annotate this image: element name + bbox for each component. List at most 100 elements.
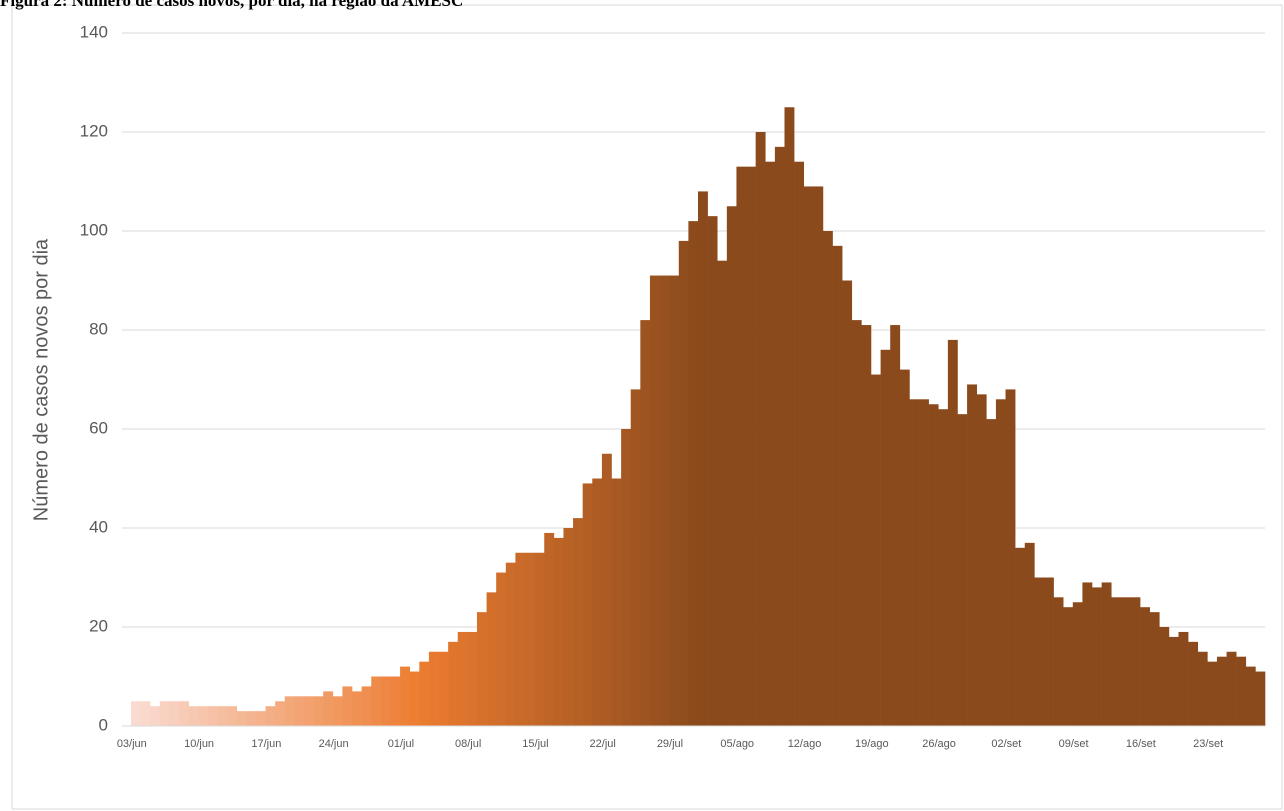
bar <box>496 572 507 726</box>
bar <box>909 399 920 726</box>
bar <box>784 107 795 726</box>
bar <box>150 706 161 726</box>
bar <box>1063 607 1074 726</box>
x-tick-label: 03/jun <box>117 738 147 750</box>
bar <box>861 325 872 726</box>
bar <box>1226 651 1237 726</box>
bar <box>1245 666 1256 726</box>
bar <box>544 532 555 726</box>
bar <box>380 676 391 726</box>
bar <box>1149 612 1160 726</box>
bar <box>323 691 334 726</box>
bar <box>967 384 977 726</box>
bar <box>947 339 958 726</box>
bar <box>246 711 257 726</box>
x-tick-label: 01/jul <box>388 738 414 750</box>
bar <box>236 711 247 726</box>
bar <box>1178 631 1189 726</box>
bar <box>851 320 862 726</box>
bar <box>919 399 929 726</box>
bar <box>515 552 526 726</box>
y-tick-label: 20 <box>89 616 108 635</box>
y-tick-label: 140 <box>80 22 108 41</box>
bar <box>726 206 737 726</box>
y-tick-label: 0 <box>99 715 108 734</box>
bar <box>890 325 901 726</box>
x-tick-label: 16/set <box>1126 738 1156 750</box>
bar <box>438 651 449 726</box>
bar <box>1111 597 1122 726</box>
bar <box>1216 656 1227 726</box>
bar <box>217 706 228 726</box>
bar <box>1130 597 1141 726</box>
bar <box>1015 547 1026 726</box>
bar <box>1034 577 1045 726</box>
bar <box>611 478 622 726</box>
bar <box>1101 582 1112 726</box>
x-tick-label: 29/jul <box>657 738 683 750</box>
bar <box>957 414 968 726</box>
bar <box>198 706 209 726</box>
bar <box>630 389 641 726</box>
bar <box>669 275 680 726</box>
bar <box>986 419 997 726</box>
bar <box>698 191 708 726</box>
bar <box>275 701 286 726</box>
bar <box>448 641 459 726</box>
bar <box>1053 597 1064 726</box>
bar <box>294 696 305 726</box>
x-tick-label: 26/ago <box>922 738 956 750</box>
bar <box>159 701 170 726</box>
x-tick-label: 24/jun <box>319 738 349 750</box>
y-tick-label: 60 <box>89 418 108 437</box>
bar <box>803 186 814 726</box>
bar <box>525 552 535 726</box>
x-tick-label: 22/jul <box>590 738 616 750</box>
bar <box>899 369 910 726</box>
bar <box>390 676 401 726</box>
bar <box>563 528 574 726</box>
bar <box>553 537 564 726</box>
bar <box>659 275 670 726</box>
bar <box>688 221 699 726</box>
bar <box>361 686 372 726</box>
bar <box>1024 542 1035 726</box>
bar <box>880 349 891 726</box>
bar <box>1072 602 1083 726</box>
x-tick-label: 19/ago <box>855 738 889 750</box>
bar <box>1197 651 1208 726</box>
y-axis-label: Número de casos novos por dia <box>30 238 52 521</box>
bar <box>870 374 881 726</box>
bar <box>467 631 478 726</box>
bar <box>573 518 583 726</box>
bar <box>794 161 805 726</box>
bar <box>976 394 987 726</box>
bar <box>207 706 218 726</box>
bar <box>332 696 343 726</box>
x-tick-label: 09/set <box>1059 738 1089 750</box>
x-tick-label: 15/jul <box>522 738 548 750</box>
bar <box>746 166 756 726</box>
bar <box>621 429 632 726</box>
x-tick-label: 02/set <box>991 738 1021 750</box>
bar <box>409 671 420 726</box>
bar <box>822 231 833 726</box>
bar <box>736 166 747 726</box>
bar <box>284 696 295 726</box>
bar <box>227 706 238 726</box>
x-tick-label: 08/jul <box>455 738 481 750</box>
bar <box>1120 597 1131 726</box>
bar <box>928 404 939 726</box>
bar <box>255 711 266 726</box>
bar <box>601 453 612 726</box>
bar <box>755 132 766 726</box>
bar <box>428 651 439 726</box>
bar <box>832 245 843 726</box>
bar <box>131 701 141 726</box>
x-tick-label: 10/jun <box>184 738 214 750</box>
bar <box>342 686 353 726</box>
bar <box>1159 627 1170 726</box>
bar <box>486 592 497 726</box>
bar <box>1082 582 1093 726</box>
